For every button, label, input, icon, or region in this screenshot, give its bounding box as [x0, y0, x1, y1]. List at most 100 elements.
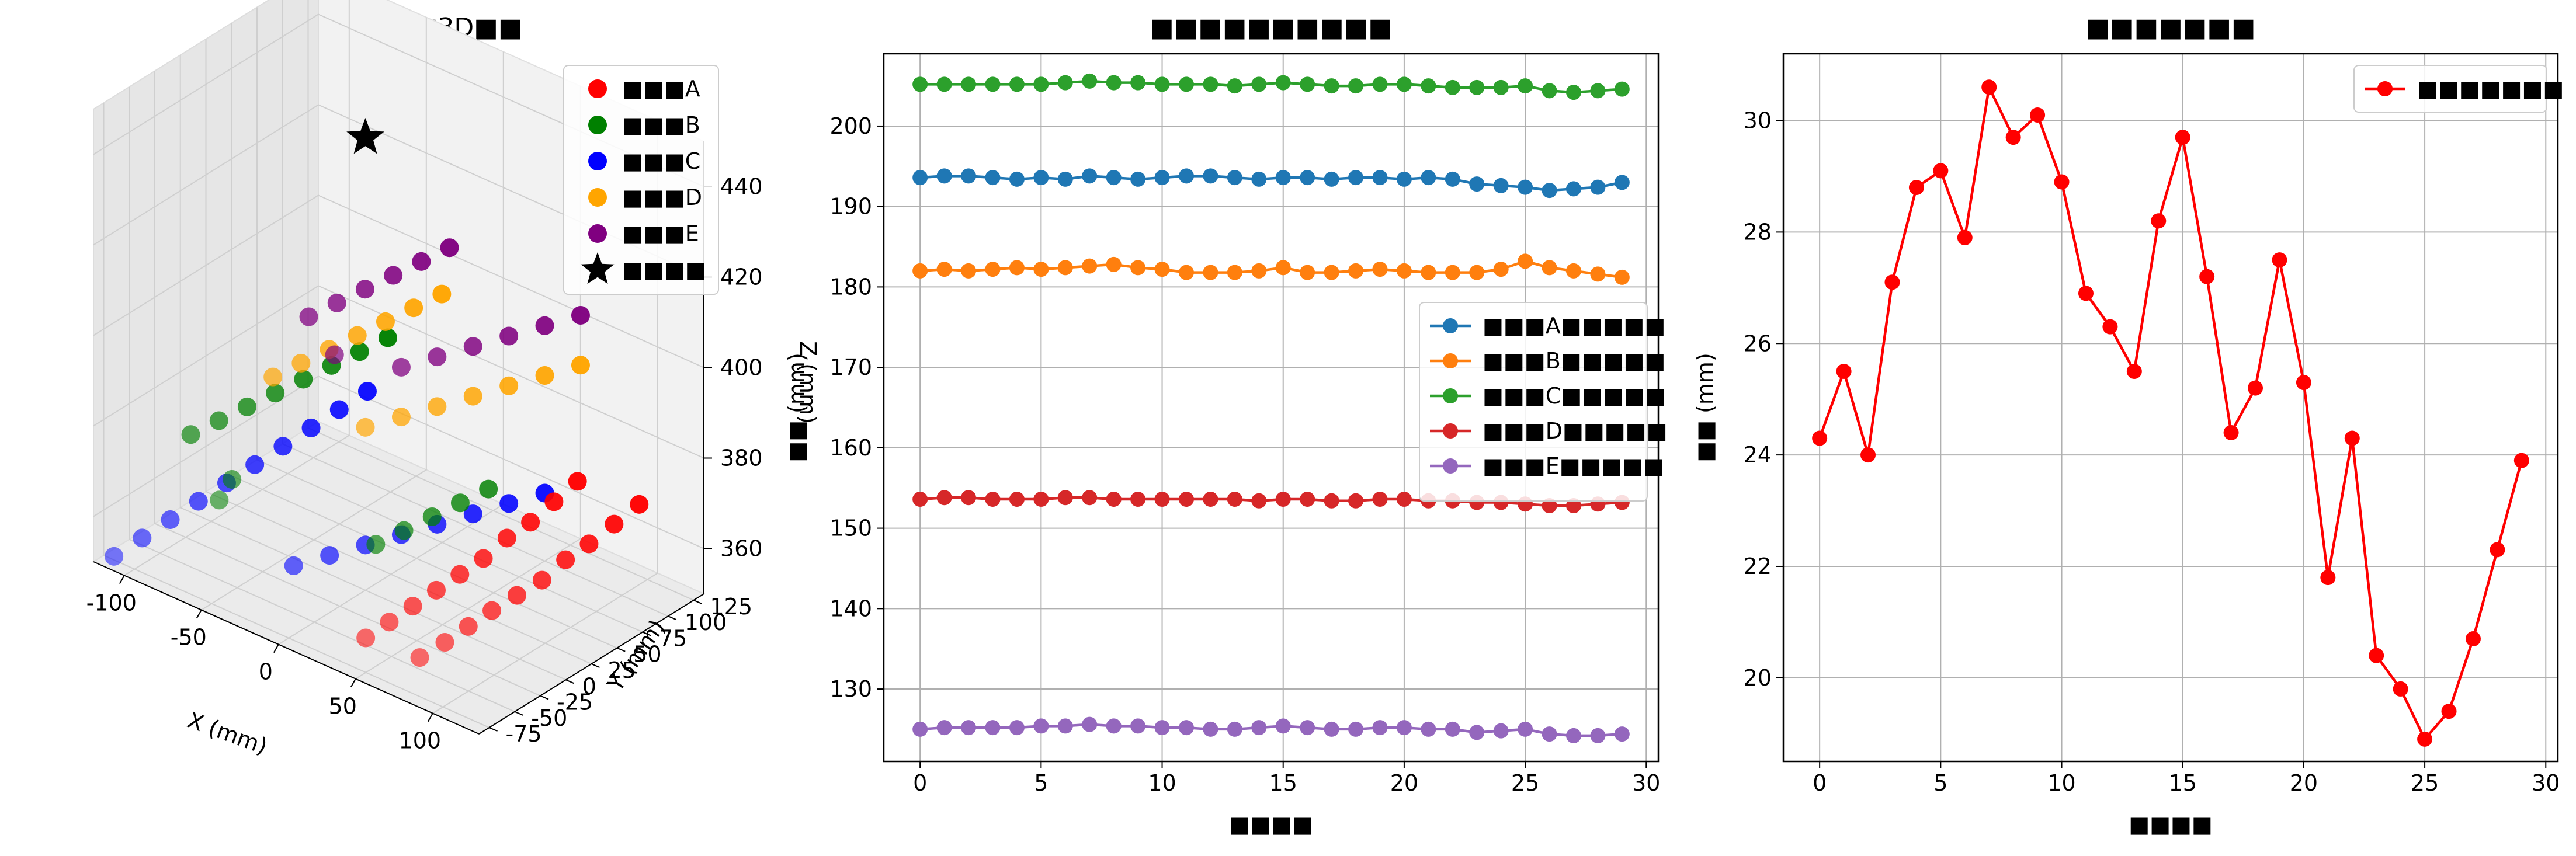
- chart1-data-point: [209, 411, 228, 430]
- chart2-data-point: [1445, 721, 1460, 737]
- chart2-legend-marker: [1443, 353, 1458, 368]
- chart2-data-point: [1154, 720, 1170, 736]
- chart2-data-point: [961, 263, 977, 279]
- chart1-star-point: [346, 117, 384, 154]
- chart1-ytick: [591, 663, 600, 668]
- chart3-data-point: [1860, 447, 1876, 463]
- chart1-data-point: [181, 425, 200, 444]
- chart2-data-point: [936, 168, 952, 184]
- chart1-points: [105, 117, 649, 667]
- chart1-x-axis: [93, 561, 480, 735]
- chart3-data-point: [1836, 363, 1852, 379]
- chart1-ytick-label: 75: [659, 625, 687, 651]
- chart2-series-line: [920, 259, 1623, 279]
- chart2-data-point: [1518, 721, 1533, 737]
- chart2-data-point: [1203, 168, 1218, 184]
- chart3-xtick-label: 0: [1813, 770, 1827, 796]
- chart1-xtick-label: -100: [86, 590, 137, 616]
- chart2-data-point: [1251, 76, 1267, 92]
- chart2-data-point: [1324, 78, 1339, 94]
- chart3-data-point: [2490, 542, 2505, 558]
- chart3-x-axis-label: ■■■■: [2129, 812, 2213, 837]
- chart1-ygrid: [154, 71, 541, 697]
- chart1-data-point: [161, 510, 180, 530]
- chart1-ytick: [514, 711, 523, 716]
- chart2-series-line: [920, 723, 1622, 737]
- chart2-xtick-label: 30: [1632, 770, 1660, 796]
- chart3-xtick-label: 15: [2169, 770, 2197, 796]
- chart2-data-point: [1033, 76, 1049, 92]
- chart1-ytick-label: 25: [608, 657, 636, 683]
- chart2-data-point: [1275, 260, 1291, 276]
- chart2-legend-label: ■■■D■■■■■: [1483, 418, 1668, 444]
- chart3-data-point: [2199, 269, 2215, 284]
- chart2-data-point: [1009, 171, 1025, 187]
- chart2-data-point: [1421, 265, 1436, 280]
- chart1-data-point: [391, 357, 411, 377]
- chart2-data-point: [1057, 490, 1073, 506]
- chart3-data-point: [1981, 79, 1997, 95]
- chart1-ytick: [540, 695, 549, 700]
- chart3-title: ■■■■■■■: [2085, 13, 2255, 43]
- chart3-data-point: [2513, 453, 2529, 468]
- chart1-xtick: [273, 644, 279, 653]
- chart2-data-point: [1493, 723, 1509, 739]
- chart2-data-point: [1348, 721, 1364, 737]
- chart2-data-point: [1203, 76, 1218, 92]
- chart3-ytick-label: 26: [1744, 330, 1772, 356]
- chart2-data-point: [1178, 76, 1194, 92]
- chart3-ytick-label: 20: [1744, 665, 1772, 691]
- chart1-data-point: [301, 418, 321, 437]
- chart1-data-point: [403, 597, 422, 616]
- chart1-zgrid: [93, 375, 704, 549]
- chart1-legend: ■■■A ■■■B ■■■C ■■■D ■■■E ■■■■: [563, 65, 719, 295]
- chart1-data-point: [422, 507, 442, 526]
- chart2-data-point: [1396, 720, 1412, 736]
- chart2-plot-frame: [883, 53, 1660, 763]
- chart1-data-point: [463, 387, 482, 406]
- chart1-ytick: [489, 727, 498, 732]
- chart1-legend-marker: [588, 79, 607, 98]
- chart3-data-point: [2465, 631, 2481, 647]
- chart2-data-point: [1372, 492, 1388, 507]
- chart1-data-point: [535, 316, 554, 335]
- chart2-data-point: [912, 76, 928, 92]
- chart2-ytick-label: 190: [829, 194, 872, 220]
- chart1-data-point: [440, 238, 459, 258]
- chart2-data-point: [1251, 720, 1267, 736]
- chart2-x-axis-label: ■■■■: [1229, 812, 1313, 837]
- chart2-data-point: [1154, 492, 1170, 507]
- chart2-data-point: [1518, 179, 1533, 195]
- chart2-data-point: [1590, 728, 1606, 743]
- chart2-data-point: [1614, 175, 1630, 190]
- chart2-data-point: [1057, 260, 1073, 276]
- chart1-ytick-label: 100: [685, 610, 727, 635]
- chart1-data-point: [376, 312, 395, 331]
- chart3-data-point: [2369, 648, 2384, 663]
- chart1-ygrid: [129, 86, 515, 712]
- chart2-data-point: [1009, 260, 1025, 276]
- chart1-data-point: [263, 367, 283, 387]
- chart1-data-point: [294, 370, 313, 389]
- chart2-data-point: [1469, 265, 1485, 280]
- chart2-series-line: [920, 175, 1623, 192]
- panel-joint-lines: ■■■■■■■■■■ 0 5 10 15 20 25 30 130 140 150 160 170 18…: [784, 13, 1668, 837]
- chart1-data-point: [394, 521, 414, 540]
- chart1-legend-label: ■■■B: [622, 112, 700, 138]
- chart1-data-point: [329, 400, 349, 419]
- chart2-data-point: [1324, 171, 1339, 187]
- chart1-data-point: [384, 266, 403, 285]
- chart1-data-point: [356, 417, 375, 437]
- chart2-data-point: [1300, 492, 1315, 507]
- chart3-data-point: [2223, 424, 2239, 440]
- chart2-data-point: [1082, 716, 1098, 732]
- chart2-data-point: [1300, 265, 1315, 280]
- chart2-data-point: [1033, 718, 1049, 734]
- chart3-xtick-label: 25: [2411, 770, 2439, 796]
- chart1-xtick: [427, 713, 433, 722]
- chart1-legend-label: ■■■■: [622, 257, 706, 283]
- chart2-data-point: [1542, 260, 1557, 276]
- chart1-zgrid: [93, 285, 704, 459]
- chart3-ytick-label: 22: [1744, 554, 1772, 579]
